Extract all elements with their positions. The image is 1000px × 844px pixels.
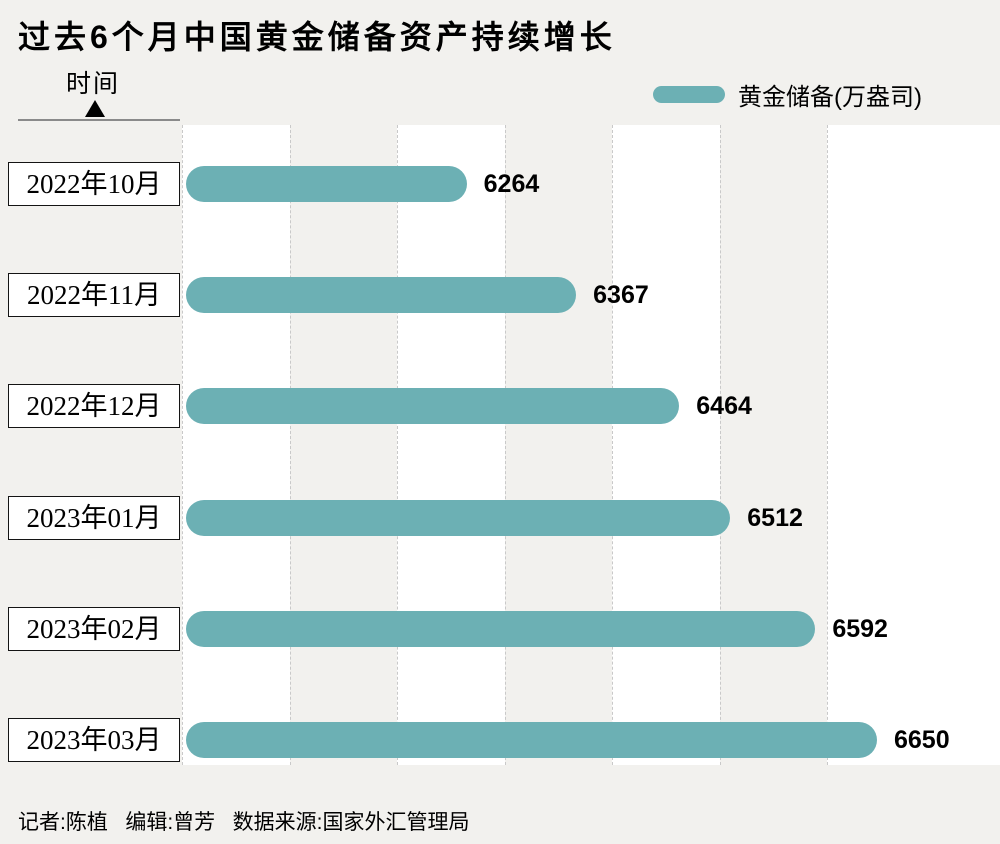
grid-stripe — [612, 125, 720, 765]
bar — [186, 610, 816, 647]
bar — [186, 388, 680, 425]
value-label: 6367 — [593, 281, 649, 310]
legend: 黄金储备(万盎司) — [653, 77, 922, 112]
category-label: 2023年02月 — [8, 606, 180, 651]
grid-stripe — [397, 125, 505, 765]
value-label: 6464 — [696, 392, 752, 421]
credits-footer: 记者:陈植 编辑:曾芳 数据来源:国家外汇管理局 — [18, 811, 470, 834]
category-label: 2022年12月 — [8, 384, 180, 429]
y-axis-label: 时间 — [66, 70, 121, 98]
grid-gap — [719, 125, 828, 765]
grid-stripe — [182, 125, 290, 765]
bar-row: 2022年10月 6264 — [0, 162, 1000, 206]
bar — [186, 499, 731, 536]
bar-row: 2022年11月 6367 — [0, 273, 1000, 318]
value-label: 6592 — [832, 614, 888, 643]
axis-arrow-up-icon — [85, 100, 105, 117]
legend-swatch — [653, 86, 725, 103]
bar-row: 2022年12月 6464 — [0, 384, 1000, 429]
bar — [186, 722, 877, 758]
axis-line — [18, 119, 180, 121]
category-label: 2022年11月 — [8, 273, 180, 318]
bar-row: 2023年03月 6650 — [0, 718, 1000, 762]
bar-row: 2023年02月 6592 — [0, 606, 1000, 651]
legend-label: 黄金储备(万盎司) — [738, 84, 922, 111]
category-label: 2022年10月 — [8, 162, 180, 206]
chart-title: 过去6个月中国黄金储备资产持续增长 — [18, 19, 616, 55]
bar — [186, 277, 577, 314]
bar — [186, 166, 467, 202]
grid-gap — [289, 125, 398, 765]
category-label: 2023年03月 — [8, 718, 180, 762]
value-label: 6650 — [894, 726, 950, 754]
bar-row: 2023年01月 6512 — [0, 495, 1000, 540]
grid-stripe — [827, 125, 1000, 765]
value-label: 6264 — [483, 170, 540, 198]
value-label: 6512 — [747, 503, 803, 532]
grid-gap — [504, 125, 613, 765]
plot-background — [182, 125, 1000, 765]
category-label: 2023年01月 — [8, 495, 180, 540]
